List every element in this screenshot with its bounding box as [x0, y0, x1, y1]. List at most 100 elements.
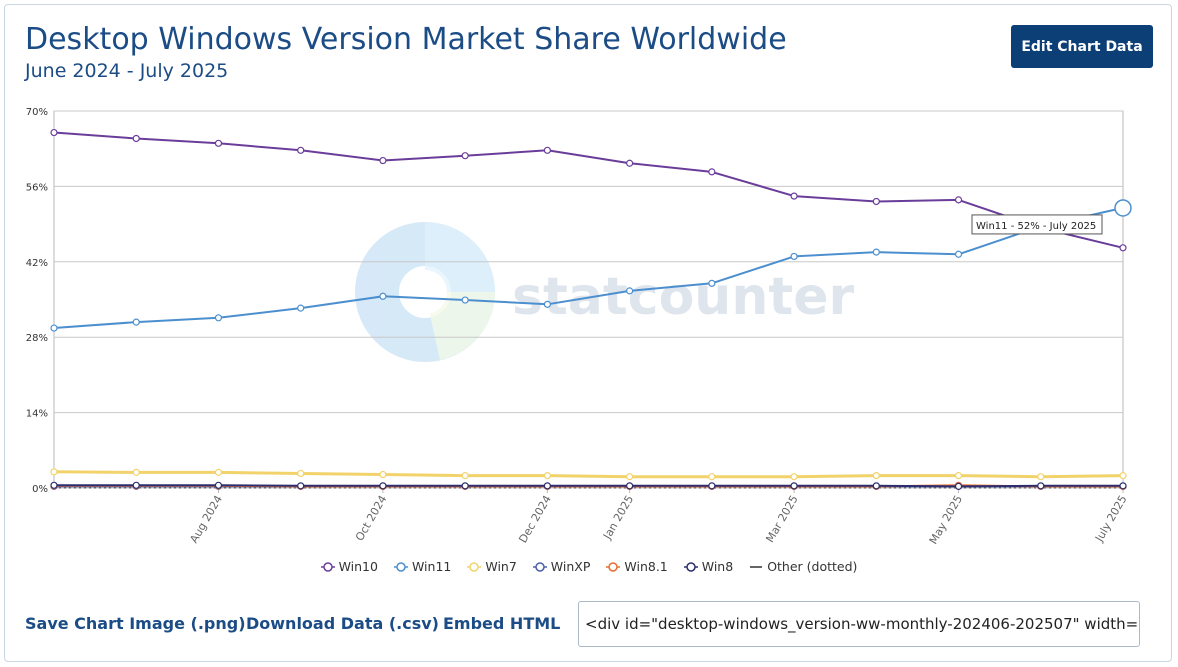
data-point-win11[interactable] [297, 304, 305, 312]
legend-item[interactable]: Win11 [393, 559, 451, 574]
save-chart-image-link[interactable]: Save Chart Image (.png) [25, 614, 246, 633]
data-point-win7[interactable] [708, 473, 716, 481]
data-point-win8[interactable] [461, 482, 469, 490]
legend-circle-marker [606, 561, 621, 572]
data-point-win8[interactable] [214, 481, 223, 489]
legend-label: Win8.1 [624, 559, 668, 574]
data-point-win10[interactable] [50, 128, 58, 137]
series-line-win10[interactable] [53, 131, 1124, 249]
data-point-win7[interactable] [1037, 473, 1045, 481]
legend-item[interactable]: Win8 [683, 559, 734, 574]
data-point-win8[interactable] [543, 482, 551, 490]
y-tick-label: 56% [26, 182, 48, 193]
series-line-win7[interactable] [53, 470, 1124, 479]
x-tick-label: Dec 2024 [516, 493, 554, 545]
data-point-win10[interactable] [297, 146, 305, 154]
series-line-win8[interactable] [54, 484, 1123, 488]
chart-subtitle: June 2024 - July 2025 [25, 60, 229, 82]
legend-circle-marker [393, 561, 408, 572]
data-point-win7[interactable] [379, 470, 387, 479]
data-point-win10[interactable] [872, 197, 880, 206]
data-point-win8[interactable] [872, 482, 880, 490]
data-point-win11[interactable] [790, 252, 798, 261]
data-point-win7[interactable] [1119, 472, 1127, 480]
data-point-win7[interactable] [543, 472, 551, 480]
data-point-win11[interactable] [872, 248, 880, 256]
statcounter-watermark: statcounter [355, 222, 854, 362]
y-tick-label: 42% [26, 258, 48, 269]
series-line-win11[interactable] [53, 206, 1124, 329]
legend-item[interactable]: Win7 [467, 559, 517, 574]
data-point-win7[interactable] [132, 468, 140, 476]
legend-label: Win7 [485, 559, 517, 574]
y-tick-label: 0% [32, 484, 48, 495]
data-point-win10[interactable] [543, 146, 551, 154]
x-tick-label: Jan 2025 [600, 493, 636, 542]
data-point-win7[interactable] [872, 472, 880, 480]
data-point-win7[interactable] [50, 468, 58, 476]
x-tick-label: Aug 2024 [187, 493, 225, 545]
data-point-win11[interactable] [50, 324, 58, 332]
data-point-win11[interactable] [132, 318, 140, 326]
data-point-win8[interactable] [954, 482, 963, 490]
legend-item[interactable]: Win8.1 [606, 559, 668, 574]
data-point-win11[interactable] [379, 292, 387, 300]
data-point-win10[interactable] [132, 134, 140, 143]
data-point-win10[interactable] [954, 196, 963, 204]
data-point-win10[interactable] [708, 168, 716, 176]
legend-label: Win10 [338, 559, 378, 574]
data-point-win7[interactable] [214, 468, 223, 476]
embed-html-link[interactable]: Embed HTML [443, 614, 561, 633]
x-tick-label: July 2025 [1092, 493, 1129, 545]
data-point-win10[interactable] [790, 192, 798, 200]
data-point-win7[interactable] [954, 472, 963, 480]
x-tick-label: Mar 2025 [763, 493, 800, 545]
data-point-win11[interactable] [543, 300, 551, 308]
data-point-win8[interactable] [790, 482, 798, 490]
x-tick-label: Oct 2024 [353, 493, 390, 543]
download-data-link[interactable]: Download Data (.csv) [246, 614, 439, 633]
data-point-win8[interactable] [708, 482, 716, 490]
data-point-win10[interactable] [626, 159, 634, 167]
data-point-win8[interactable] [132, 481, 140, 489]
y-axis: 0% 14% 28% 42% 56% 70% [26, 107, 48, 495]
y-tick-label: 14% [26, 409, 48, 420]
chart-title: Desktop Windows Version Market Share Wor… [25, 22, 787, 57]
legend-circle-marker [320, 561, 335, 572]
tooltip-highlight-point[interactable] [1114, 199, 1132, 217]
data-point-win7[interactable] [790, 473, 798, 481]
data-point-win7[interactable] [626, 473, 634, 481]
data-point-win8[interactable] [1037, 482, 1045, 490]
data-point-win10[interactable] [214, 139, 223, 147]
legend-item[interactable]: Other (dotted) [749, 559, 857, 574]
legend-item[interactable]: WinXP [532, 559, 591, 574]
data-point-win10[interactable] [461, 152, 469, 160]
data-point-win8[interactable] [50, 481, 58, 489]
data-point-win11[interactable] [214, 314, 223, 322]
edit-chart-data-button[interactable]: Edit Chart Data [1011, 25, 1153, 68]
legend-label: Other (dotted) [767, 559, 858, 574]
data-point-win11[interactable] [708, 279, 716, 287]
data-point-win10[interactable] [379, 156, 387, 165]
embed-code-field[interactable]: <div id="desktop-windows_version-ww-mont… [578, 601, 1140, 647]
data-point-win7[interactable] [461, 472, 469, 480]
data-point-win11[interactable] [461, 296, 469, 304]
legend-label: WinXP [550, 559, 591, 574]
data-point-win8[interactable] [297, 482, 305, 490]
chart-legend: Win10 Win11 Win7 WinXP Win8.1 Win8 Other (dott… [0, 559, 1178, 574]
legend-item[interactable]: Win10 [320, 559, 378, 574]
data-point-win8[interactable] [626, 482, 634, 490]
data-point-win11[interactable] [626, 287, 634, 295]
legend-label: Win8 [701, 559, 734, 574]
data-point-win8[interactable] [379, 482, 387, 490]
data-point-win11[interactable] [954, 250, 963, 258]
series-win7 [50, 468, 1127, 481]
watermark-text: statcounter [512, 267, 854, 327]
data-point-win10[interactable] [1119, 244, 1127, 252]
data-point-win7[interactable] [297, 469, 305, 478]
tooltip-text: Win11 - 52% - July 2025 [976, 221, 1096, 232]
data-point-win8[interactable] [1119, 482, 1127, 490]
series-group [50, 128, 1127, 490]
legend-circle-marker [683, 561, 698, 572]
x-tick-label: May 2025 [927, 493, 965, 546]
